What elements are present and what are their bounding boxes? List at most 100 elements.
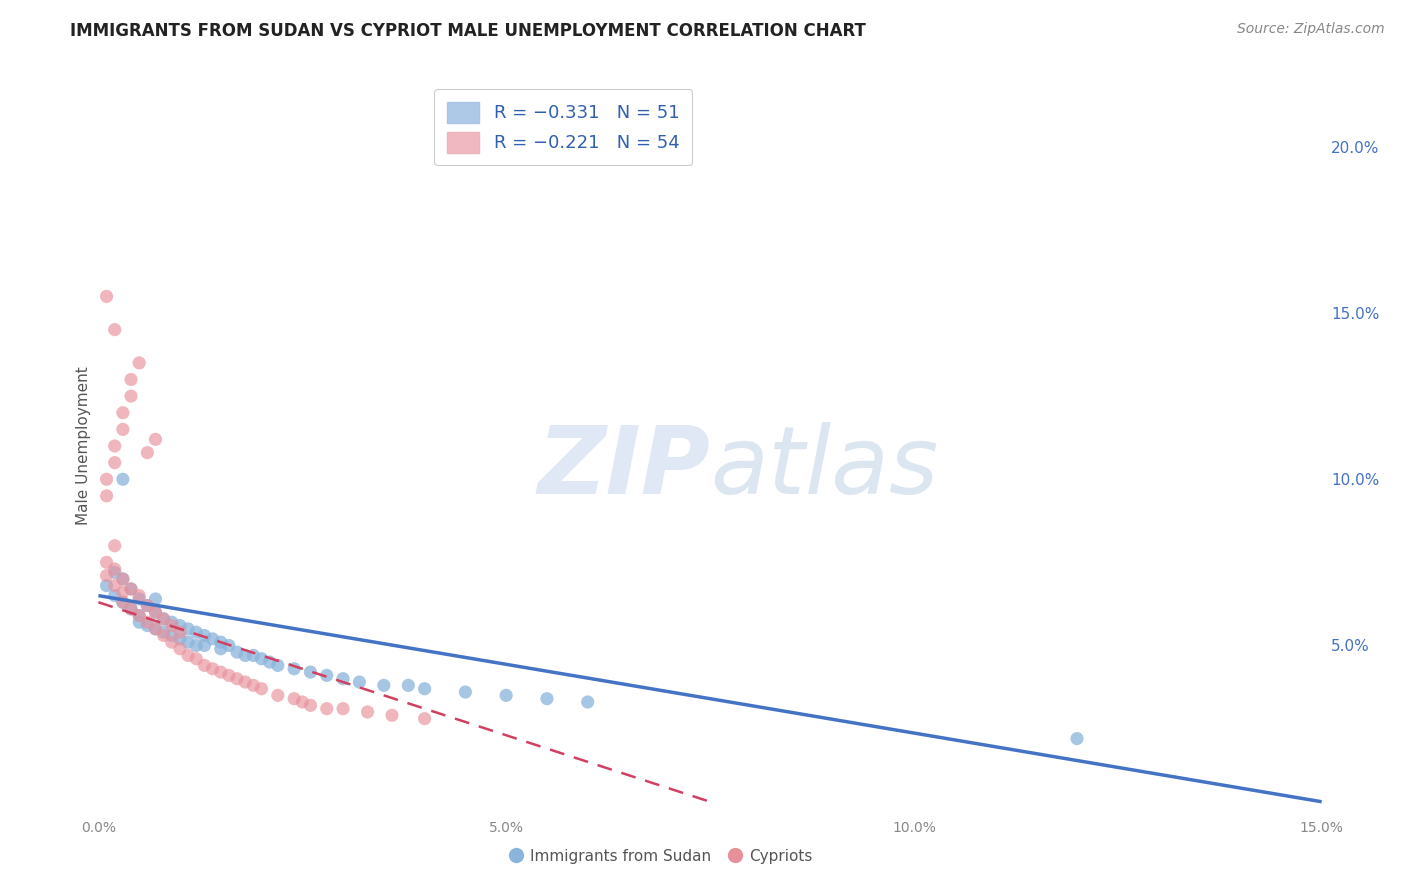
Text: atlas: atlas (710, 423, 938, 514)
Point (145, 591, 167, 606)
Point (145, 622, 167, 636)
Point (315, 668, 337, 682)
Point (152, 612, 174, 626)
Point (160, 615, 183, 630)
Point (160, 635, 183, 649)
Point (169, 632, 191, 646)
Point (96, 568, 118, 582)
Point (177, 648, 200, 663)
Point (186, 639, 208, 653)
Text: Source: ZipAtlas.com: Source: ZipAtlas.com (1237, 22, 1385, 37)
Point (299, 665, 322, 679)
Point (96, 579, 118, 593)
Point (454, 685, 477, 699)
Point (120, 372, 142, 386)
Point (96, 472, 118, 486)
Point (136, 599, 159, 613)
Point (218, 668, 240, 682)
Point (267, 689, 290, 703)
Point (169, 618, 191, 632)
Point (495, 689, 517, 703)
Point (145, 605, 167, 619)
Point (186, 625, 208, 640)
Point (120, 602, 142, 616)
Point (96, 489, 118, 503)
Point (291, 695, 314, 709)
Point (128, 608, 150, 623)
Point (177, 635, 200, 649)
Point (259, 655, 281, 669)
Point (299, 698, 322, 713)
Point (315, 701, 337, 715)
Point (104, 439, 127, 453)
Text: ZIP: ZIP (537, 422, 710, 514)
Point (193, 628, 215, 642)
Point (96, 289, 118, 303)
Point (242, 648, 264, 663)
Point (96, 555, 118, 569)
Point (120, 602, 142, 616)
Point (104, 566, 127, 580)
Point (128, 615, 150, 630)
Point (201, 632, 224, 646)
Point (104, 562, 127, 576)
Point (193, 639, 215, 653)
Point (120, 582, 142, 596)
Point (233, 648, 256, 663)
Point (332, 672, 354, 686)
Point (201, 662, 224, 676)
Point (242, 678, 264, 692)
Point (152, 628, 174, 642)
Y-axis label: Male Unemployment: Male Unemployment (76, 367, 91, 525)
Point (209, 641, 232, 656)
Point (177, 622, 200, 636)
Point (1066, 731, 1088, 746)
Point (160, 618, 183, 632)
Point (226, 645, 249, 659)
Point (250, 652, 273, 666)
Text: IMMIGRANTS FROM SUDAN VS CYPRIOT MALE UNEMPLOYMENT CORRELATION CHART: IMMIGRANTS FROM SUDAN VS CYPRIOT MALE UN… (70, 22, 866, 40)
Point (128, 356, 150, 370)
Point (136, 445, 159, 459)
Point (128, 591, 150, 606)
Point (104, 539, 127, 553)
Point (152, 625, 174, 640)
Point (209, 635, 232, 649)
Point (152, 612, 174, 626)
Point (349, 675, 371, 690)
Point (111, 472, 134, 486)
Point (104, 456, 127, 470)
Point (111, 572, 134, 586)
Point (169, 625, 191, 640)
Point (160, 628, 183, 642)
Point (145, 605, 167, 619)
Point (413, 681, 436, 696)
Point (104, 579, 127, 593)
Point (111, 595, 134, 609)
Point (136, 599, 159, 613)
Point (145, 622, 167, 636)
Point (111, 422, 134, 436)
Point (226, 672, 249, 686)
Point (128, 589, 150, 603)
Point (128, 608, 150, 623)
Point (373, 678, 395, 692)
Point (396, 678, 419, 692)
Point (120, 389, 142, 403)
Point (576, 695, 599, 709)
Point (283, 662, 305, 676)
Point (267, 658, 290, 673)
Point (218, 639, 240, 653)
Point (193, 658, 215, 673)
Point (413, 712, 436, 726)
Point (111, 595, 134, 609)
Point (536, 691, 558, 706)
Point (111, 406, 134, 420)
Point (111, 585, 134, 599)
Point (209, 665, 232, 679)
Point (283, 691, 305, 706)
Legend: Immigrants from Sudan, Cypriots: Immigrants from Sudan, Cypriots (503, 843, 818, 870)
Point (120, 582, 142, 596)
Point (233, 675, 256, 690)
Point (169, 641, 191, 656)
